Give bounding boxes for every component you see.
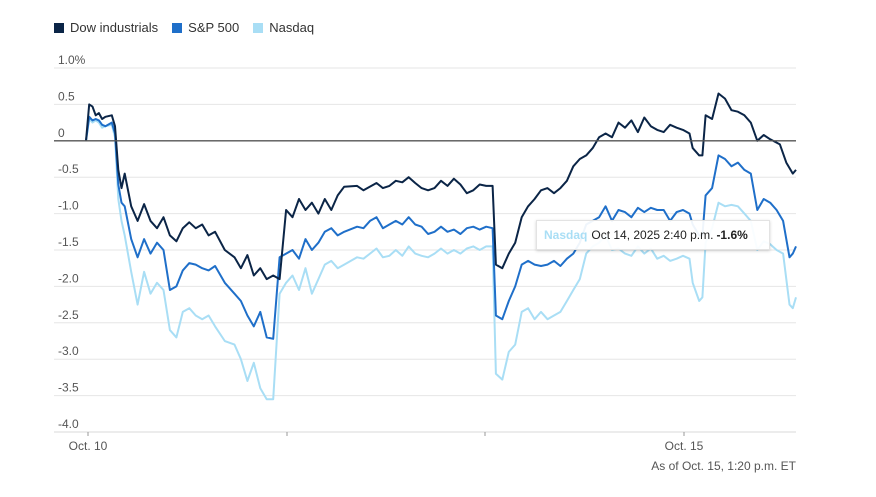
legend-item-dow[interactable]: Dow industrials (54, 20, 158, 35)
y-tick-label: 0.5 (58, 89, 75, 103)
y-tick-label: -1.5 (58, 235, 79, 249)
legend-item-nasdaq[interactable]: Nasdaq (253, 20, 314, 35)
legend-label-sp500: S&P 500 (188, 20, 240, 35)
y-tick-label: -0.5 (58, 162, 79, 176)
legend-label-nasdaq: Nasdaq (269, 20, 315, 35)
y-tick-label: 1.0% (58, 53, 86, 67)
series-line-nasdaq (85, 118, 797, 401)
y-tick-label: -1.0 (58, 199, 79, 213)
y-tick-label: -3.5 (58, 381, 79, 395)
series-line-dow-industrials (85, 92, 797, 281)
tooltip-series: Nasdaq (544, 228, 588, 242)
legend-swatch-nasdaq (253, 22, 264, 33)
x-tick-label: Oct. 15 (665, 439, 704, 453)
tooltip-datetime: Oct 14, 2025 2:40 p.m. (591, 228, 714, 242)
footer-note: As of Oct. 15, 1:20 p.m. ET (651, 459, 796, 473)
chart-legend: Dow industrials S&P 500 Nasdaq (54, 20, 314, 35)
x-tick-label: Oct. 10 (69, 439, 108, 453)
hover-tooltip: Nasdaq Oct 14, 2025 2:40 p.m. -1.6% (536, 220, 770, 250)
series-line-s-p-500 (85, 115, 797, 340)
y-tick-label: -3.0 (58, 344, 79, 358)
legend-item-sp500[interactable]: S&P 500 (172, 20, 239, 35)
y-tick-label: -2.0 (58, 271, 79, 285)
y-tick-label: -4.0 (58, 417, 79, 431)
tooltip-value: -1.6% (716, 228, 748, 242)
legend-swatch-sp500 (172, 22, 183, 33)
y-tick-label: 0 (58, 126, 65, 140)
legend-label-dow: Dow industrials (70, 20, 159, 35)
legend-swatch-dow (54, 22, 64, 33)
y-tick-label: -2.5 (58, 308, 79, 322)
